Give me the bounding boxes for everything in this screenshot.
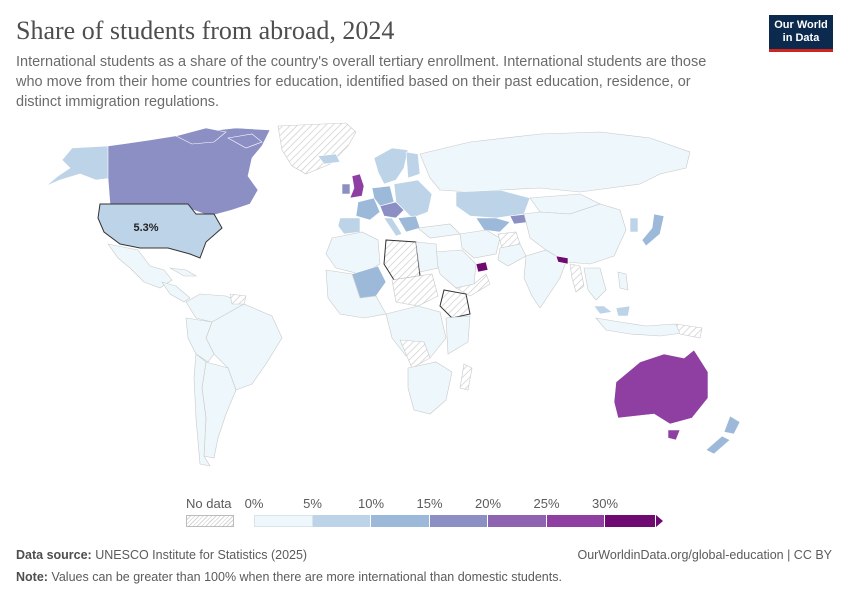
region-pakistan[interactable] — [497, 243, 527, 267]
legend-tick-label: 0% — [244, 496, 264, 511]
region-iran[interactable] — [459, 229, 501, 259]
credit-link[interactable]: OurWorldinData.org/global-education | CC… — [577, 548, 832, 562]
page-title: Share of students from abroad, 2024 — [16, 16, 395, 45]
region-ethiopia[interactable] — [439, 289, 471, 319]
legend-bin[interactable] — [546, 515, 605, 527]
logo-line-2: in Data — [782, 32, 820, 44]
region-ireland[interactable] — [341, 183, 351, 195]
note-label: Note: — [16, 570, 48, 584]
source-label: Data source: — [16, 548, 92, 562]
region-iceland[interactable] — [317, 153, 341, 165]
legend-tick-label: 25% — [533, 496, 560, 511]
chart-subtitle: International students as a share of the… — [16, 54, 707, 110]
region-peru-bolivia[interactable] — [185, 317, 215, 363]
region-united-kingdom[interactable] — [349, 173, 365, 199]
region-sahel-east[interactable] — [391, 273, 439, 307]
region-kazakhstan[interactable] — [455, 189, 531, 219]
region-france[interactable] — [355, 197, 381, 221]
region-greenland[interactable] — [277, 122, 357, 175]
owid-logo[interactable]: Our World in Data — [769, 15, 833, 52]
region-chile[interactable] — [193, 353, 211, 467]
region-russia[interactable] — [419, 131, 691, 193]
region-new-zealand[interactable] — [705, 415, 741, 455]
legend-tick-label: 30% — [591, 496, 619, 511]
map-annotation-us: 5.3% — [133, 222, 158, 234]
legend-tick-label: 5% — [303, 496, 322, 511]
world-map[interactable]: 5.3% — [0, 118, 850, 498]
region-mexico[interactable] — [107, 243, 173, 289]
legend-tick-label: 20% — [474, 496, 502, 511]
color-legend: No data 0% 5% 10% 15% 20% 25% 30% — [0, 496, 850, 536]
region-southeast-asia[interactable] — [583, 267, 607, 301]
region-myanmar[interactable] — [569, 263, 585, 293]
logo-line-1: Our World — [774, 19, 828, 31]
region-drc[interactable] — [399, 339, 431, 369]
region-alaska[interactable] — [45, 145, 113, 187]
region-cuba[interactable] — [169, 267, 198, 277]
source-link[interactable]: UNESCO Institute for Statistics (2025) — [95, 548, 308, 562]
region-turkey[interactable] — [417, 223, 461, 239]
region-iberia[interactable] — [337, 217, 361, 235]
region-korea[interactable] — [629, 217, 639, 233]
region-eastern-europe[interactable] — [393, 179, 433, 219]
legend-arrow — [655, 515, 663, 527]
region-balkans[interactable] — [397, 215, 421, 233]
legend-tick-label: 10% — [357, 496, 385, 511]
region-central-america[interactable] — [161, 281, 191, 303]
region-italy[interactable] — [383, 217, 403, 237]
region-central-africa[interactable] — [385, 305, 447, 359]
region-yemen-oman[interactable] — [455, 273, 491, 297]
region-central-europe[interactable] — [379, 201, 405, 219]
region-australia[interactable] — [613, 349, 709, 425]
region-china[interactable] — [523, 203, 627, 265]
region-papua[interactable] — [675, 323, 703, 339]
region-scandinavia[interactable] — [373, 147, 409, 185]
region-united-arab-emirates[interactable] — [475, 261, 489, 273]
region-nepal[interactable] — [555, 255, 569, 265]
data-source: Data source: UNESCO Institute for Statis… — [16, 548, 307, 562]
region-finland[interactable] — [405, 151, 421, 179]
region-india[interactable] — [523, 249, 567, 309]
footnote: Note: Values can be greater than 100% wh… — [16, 570, 562, 584]
region-united-states[interactable] — [97, 203, 223, 259]
region-libya[interactable] — [383, 239, 421, 281]
region-japan[interactable] — [641, 213, 665, 247]
legend-no-data-label: No data — [186, 496, 232, 511]
note-text: Values can be greater than 100% when the… — [51, 570, 562, 584]
region-indonesia[interactable] — [595, 317, 692, 337]
region-philippines[interactable] — [617, 271, 629, 291]
region-argentina[interactable] — [201, 361, 237, 459]
region-canada-islands[interactable] — [175, 127, 263, 149]
region-central-asia[interactable] — [475, 217, 511, 233]
region-madagascar[interactable] — [459, 363, 473, 391]
region-southern-africa[interactable] — [407, 361, 453, 415]
legend-bin[interactable] — [312, 515, 371, 527]
legend-bin[interactable] — [605, 515, 656, 527]
region-malaysia[interactable] — [593, 305, 631, 317]
region-east-africa[interactable] — [445, 315, 471, 355]
legend-bin[interactable] — [254, 515, 313, 527]
region-egypt[interactable] — [415, 241, 439, 273]
legend-bin[interactable] — [429, 515, 488, 527]
legend-no-data-swatch — [186, 515, 234, 527]
legend-bin[interactable] — [371, 515, 430, 527]
region-guianas[interactable] — [229, 293, 247, 305]
legend-bin[interactable] — [488, 515, 547, 527]
legend-tick-label: 15% — [416, 496, 443, 511]
region-saudi-arabia[interactable] — [433, 249, 477, 289]
region-tasmania[interactable] — [667, 429, 681, 441]
